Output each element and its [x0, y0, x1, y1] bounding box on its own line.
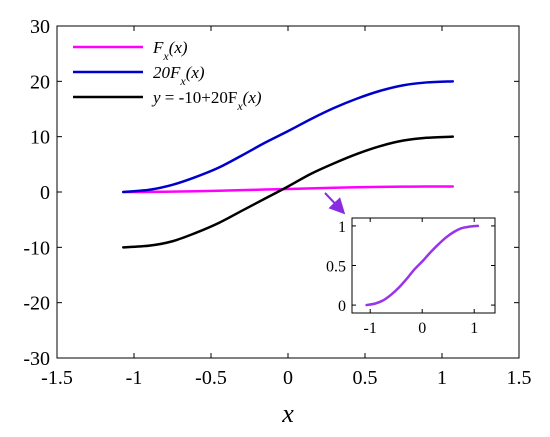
series-line-20fx — [121, 80, 455, 194]
y-tick-label: 20 — [30, 71, 50, 93]
legend-label-fx: Fx(x) — [152, 38, 188, 63]
x-tick-label: 1.5 — [507, 367, 532, 389]
inset-series — [365, 224, 480, 307]
x-tick-label: 1 — [437, 367, 447, 389]
inset-pointer-arrow — [324, 192, 346, 215]
y-tick-label: -20 — [23, 293, 50, 315]
legend: Fx(x) 20Fx(x) y = -10+20Fx(x) — [73, 38, 262, 113]
inset-y-tick-label: 0 — [338, 298, 346, 315]
y-tick-label: 10 — [30, 127, 50, 149]
inset-plot-area — [351, 217, 496, 314]
inset-ticks: -1 0 1 0 0.5 1 — [326, 218, 495, 337]
y-tick-label: 0 — [40, 182, 50, 204]
series-line-fx — [121, 185, 455, 194]
inset-x-tick-label: 0 — [418, 320, 426, 337]
inset-y-tick-label: 1 — [338, 219, 346, 236]
legend-label-y: y = -10+20Fx(x) — [151, 88, 262, 113]
x-tick-label: 0.5 — [353, 367, 378, 389]
x-tick-label: -0.5 — [195, 367, 227, 389]
legend-label-20fx: 20Fx(x) — [153, 63, 205, 88]
x-axis-label: x — [281, 399, 294, 428]
inset-x-tick-label: 1 — [470, 320, 478, 337]
y-tick-label: 30 — [30, 16, 50, 38]
inset-x-tick-label: -1 — [364, 320, 377, 337]
inset-series-line — [365, 224, 480, 307]
main-series — [121, 80, 455, 249]
x-tick-label: 0 — [283, 367, 293, 389]
inset-y-tick-label: 0.5 — [326, 259, 346, 276]
y-tick-label: -30 — [23, 348, 50, 370]
x-tick-label: -1 — [126, 367, 143, 389]
series-line-y — [121, 135, 455, 249]
x-tick-label: -1.5 — [41, 367, 73, 389]
y-tick-label: -10 — [23, 237, 50, 259]
